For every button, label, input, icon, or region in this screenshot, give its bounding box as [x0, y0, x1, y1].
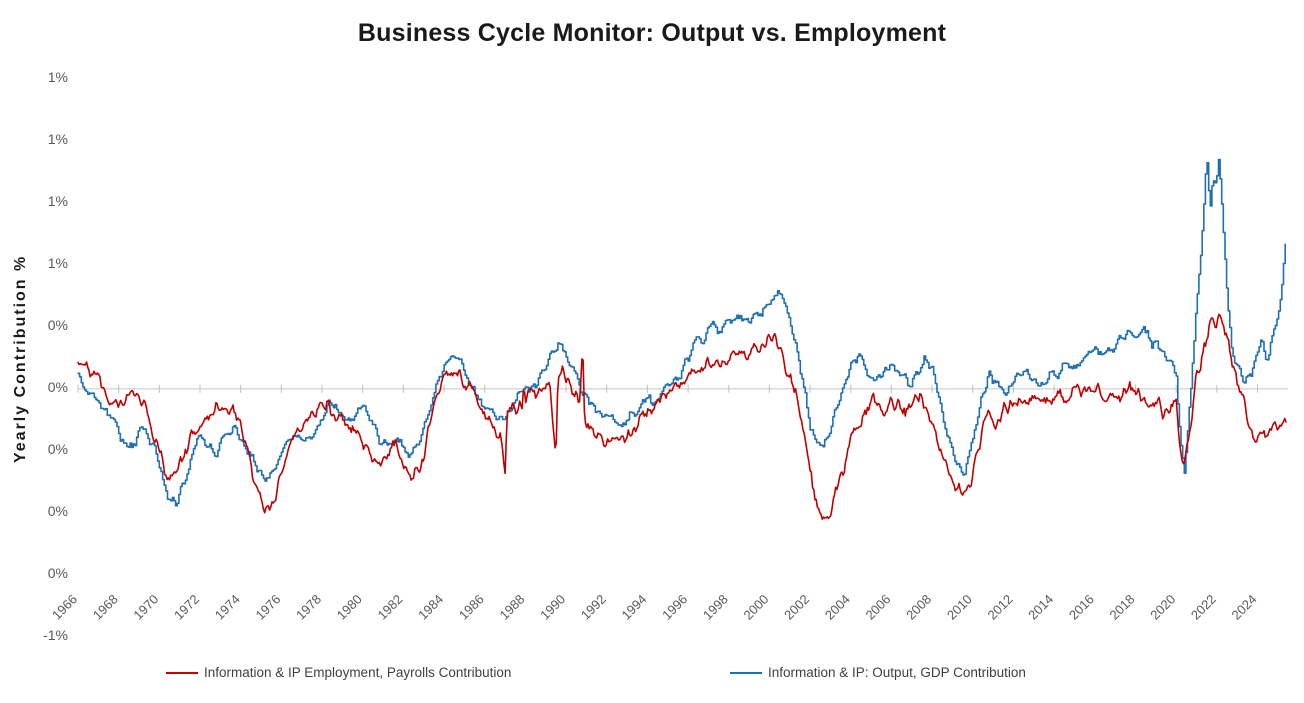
svg-text:0%: 0%	[48, 379, 68, 395]
svg-text:2006: 2006	[862, 592, 893, 623]
svg-text:2022: 2022	[1188, 592, 1219, 623]
svg-text:2024: 2024	[1229, 592, 1260, 623]
svg-text:2020: 2020	[1147, 592, 1178, 623]
svg-text:1996: 1996	[659, 592, 690, 623]
svg-text:0%: 0%	[48, 565, 68, 581]
svg-text:2016: 2016	[1066, 592, 1097, 623]
svg-text:0%: 0%	[48, 441, 68, 457]
svg-text:1994: 1994	[618, 592, 649, 623]
svg-text:2010: 2010	[944, 592, 975, 623]
svg-text:2018: 2018	[1107, 592, 1138, 623]
svg-text:0%: 0%	[48, 317, 68, 333]
svg-text:1998: 1998	[700, 592, 731, 623]
svg-text:1%: 1%	[48, 193, 68, 209]
svg-text:1974: 1974	[212, 592, 243, 623]
svg-text:1%: 1%	[48, 131, 68, 147]
svg-text:2002: 2002	[781, 592, 812, 623]
svg-text:1988: 1988	[496, 592, 527, 623]
svg-text:1968: 1968	[90, 592, 121, 623]
svg-text:1970: 1970	[130, 592, 161, 623]
svg-text:1992: 1992	[578, 592, 609, 623]
svg-text:-1%: -1%	[43, 627, 68, 643]
svg-text:1980: 1980	[334, 592, 365, 623]
svg-text:1984: 1984	[415, 592, 446, 623]
svg-text:1972: 1972	[171, 592, 202, 623]
svg-text:1976: 1976	[252, 592, 283, 623]
svg-text:2008: 2008	[903, 592, 934, 623]
svg-text:1978: 1978	[293, 592, 324, 623]
svg-text:2000: 2000	[740, 592, 771, 623]
svg-text:1986: 1986	[456, 592, 487, 623]
svg-text:2012: 2012	[985, 592, 1016, 623]
svg-text:1%: 1%	[48, 255, 68, 271]
svg-text:0%: 0%	[48, 503, 68, 519]
svg-text:2014: 2014	[1025, 592, 1056, 623]
svg-text:1%: 1%	[48, 69, 68, 85]
svg-text:1990: 1990	[537, 592, 568, 623]
svg-text:2004: 2004	[822, 592, 853, 623]
svg-text:1966: 1966	[49, 592, 80, 623]
svg-text:1982: 1982	[374, 592, 405, 623]
